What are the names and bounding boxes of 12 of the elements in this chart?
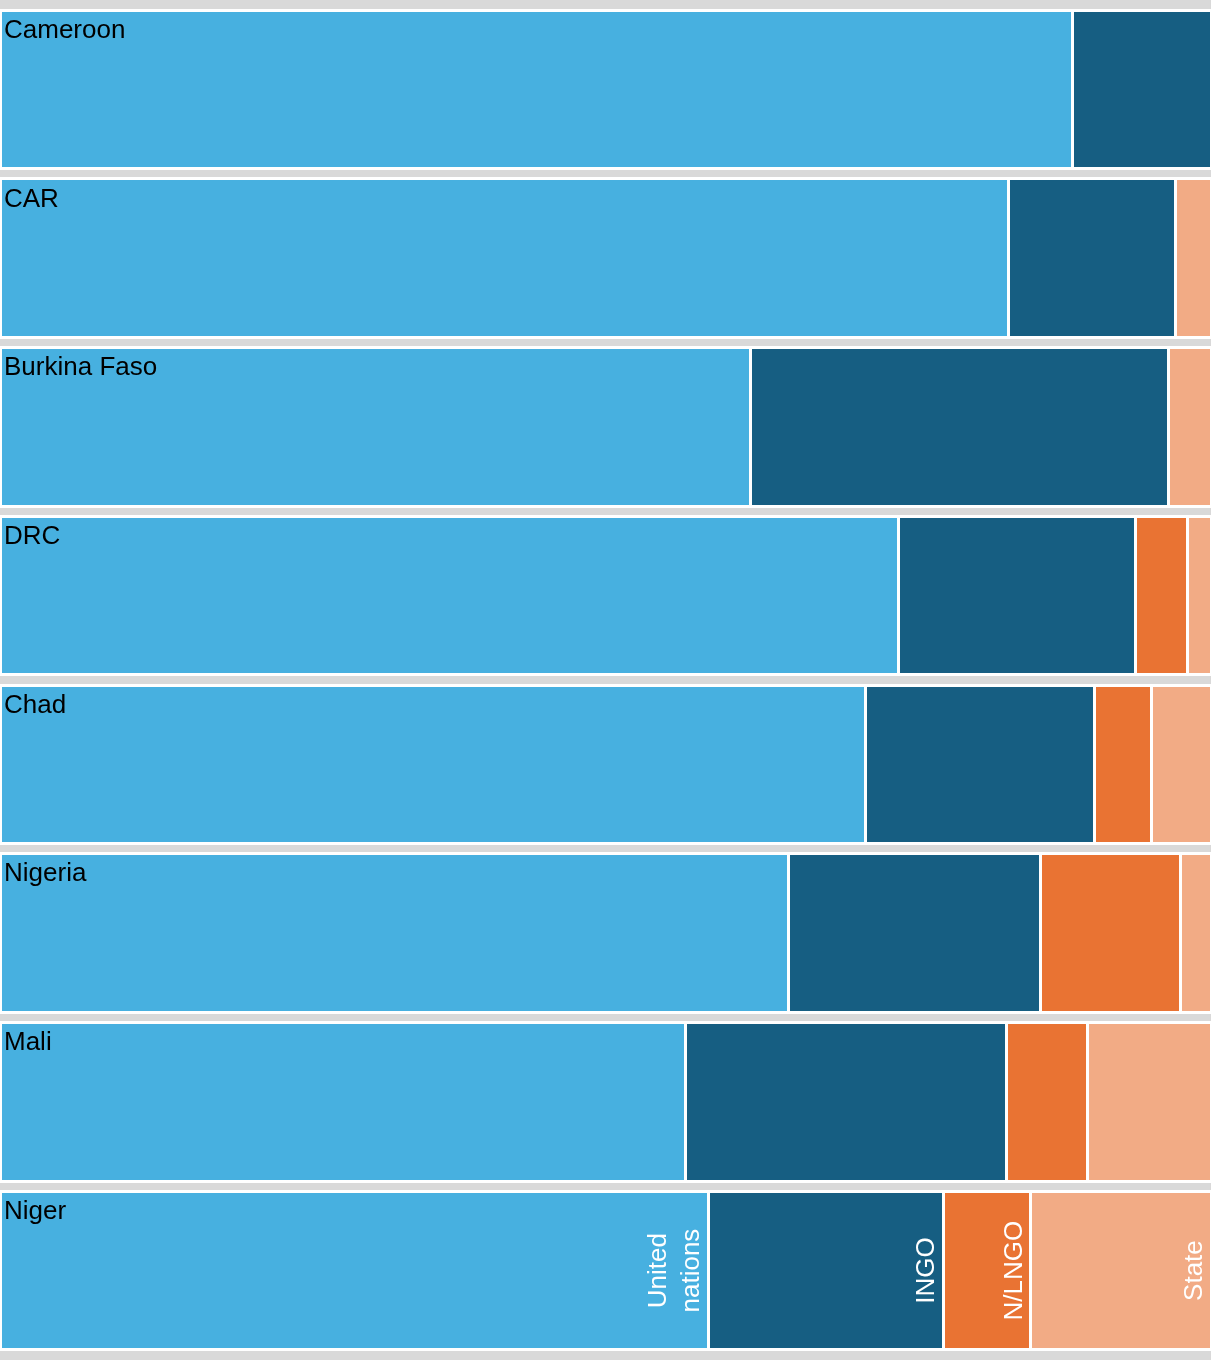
y-tick-label: Chad: [4, 689, 67, 719]
y-tick-label: DRC: [4, 520, 61, 550]
y-tick-label: CAR: [4, 183, 59, 213]
y-tick-label: Burkina Faso: [4, 351, 158, 381]
series-label: State: [1178, 1240, 1208, 1301]
series-label: INGO: [910, 1237, 941, 1304]
series-label: United nations: [641, 1228, 706, 1313]
series-label: N/LNGO: [997, 1220, 1028, 1321]
y-tick-label: Nigeria: [4, 857, 87, 887]
y-tick-label: Niger: [4, 1195, 67, 1225]
y-tick-label: Mali: [4, 1026, 52, 1056]
y-tick-label: Cameroon: [4, 14, 126, 44]
